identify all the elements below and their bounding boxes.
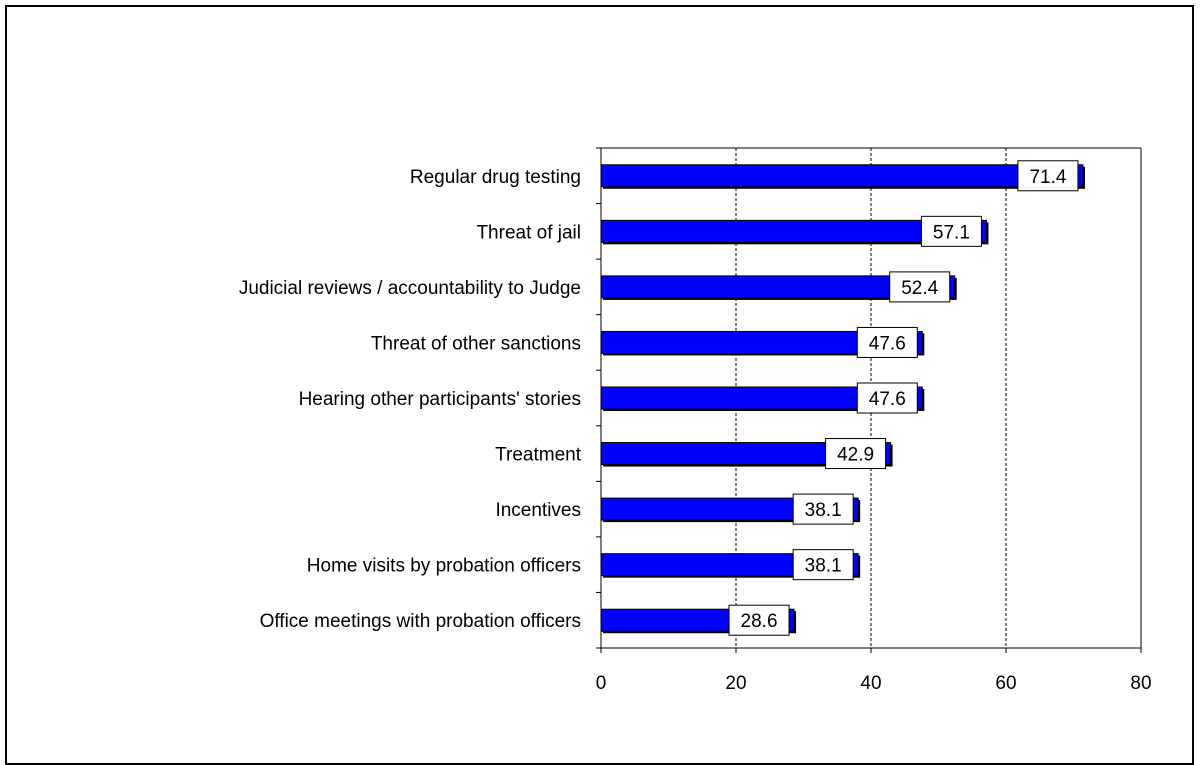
data-label: 52.4 — [901, 278, 938, 299]
category-label: Office meetings with probation officers — [260, 611, 581, 632]
data-label-box — [728, 604, 790, 636]
data-label: 47.6 — [869, 389, 906, 410]
data-label: 71.4 — [1029, 167, 1066, 188]
data-label-box — [856, 326, 918, 358]
category-label: Regular drug testing — [410, 167, 581, 188]
chart-frame — [5, 5, 1194, 765]
bar — [600, 164, 1084, 188]
category-label: Hearing other participants' stories — [299, 389, 581, 410]
data-label: 28.6 — [741, 611, 778, 632]
x-tick-label: 0 — [596, 673, 607, 694]
category-label: Threat of other sanctions — [371, 333, 581, 354]
data-label: 42.9 — [837, 445, 874, 466]
data-label-box — [792, 549, 854, 581]
data-label: 38.1 — [805, 556, 842, 577]
data-label-box — [825, 438, 887, 470]
data-label: 57.1 — [933, 222, 970, 243]
category-label: Incentives — [495, 500, 581, 521]
data-label-box — [920, 215, 982, 247]
x-tick-label: 20 — [725, 673, 746, 694]
category-label: Judicial reviews / accountability to Jud… — [239, 278, 581, 299]
data-label-box — [1017, 160, 1079, 192]
labels-layer: 0 20 40 60 80 Regular drug testing 71.4 Threat … — [239, 160, 1152, 694]
data-label: 38.1 — [805, 500, 842, 521]
axis-layer — [596, 147, 1142, 653]
category-label: Treatment — [495, 445, 582, 466]
x-tick-label: 60 — [995, 673, 1016, 694]
data-label-box — [889, 271, 951, 303]
category-label: Home visits by probation officers — [307, 556, 581, 577]
data-label: 47.6 — [869, 333, 906, 354]
x-tick-label: 40 — [860, 673, 881, 694]
category-label: Threat of jail — [476, 222, 581, 243]
data-label-box — [856, 382, 918, 414]
x-tick-label: 80 — [1130, 673, 1151, 694]
data-label-box — [792, 493, 854, 525]
